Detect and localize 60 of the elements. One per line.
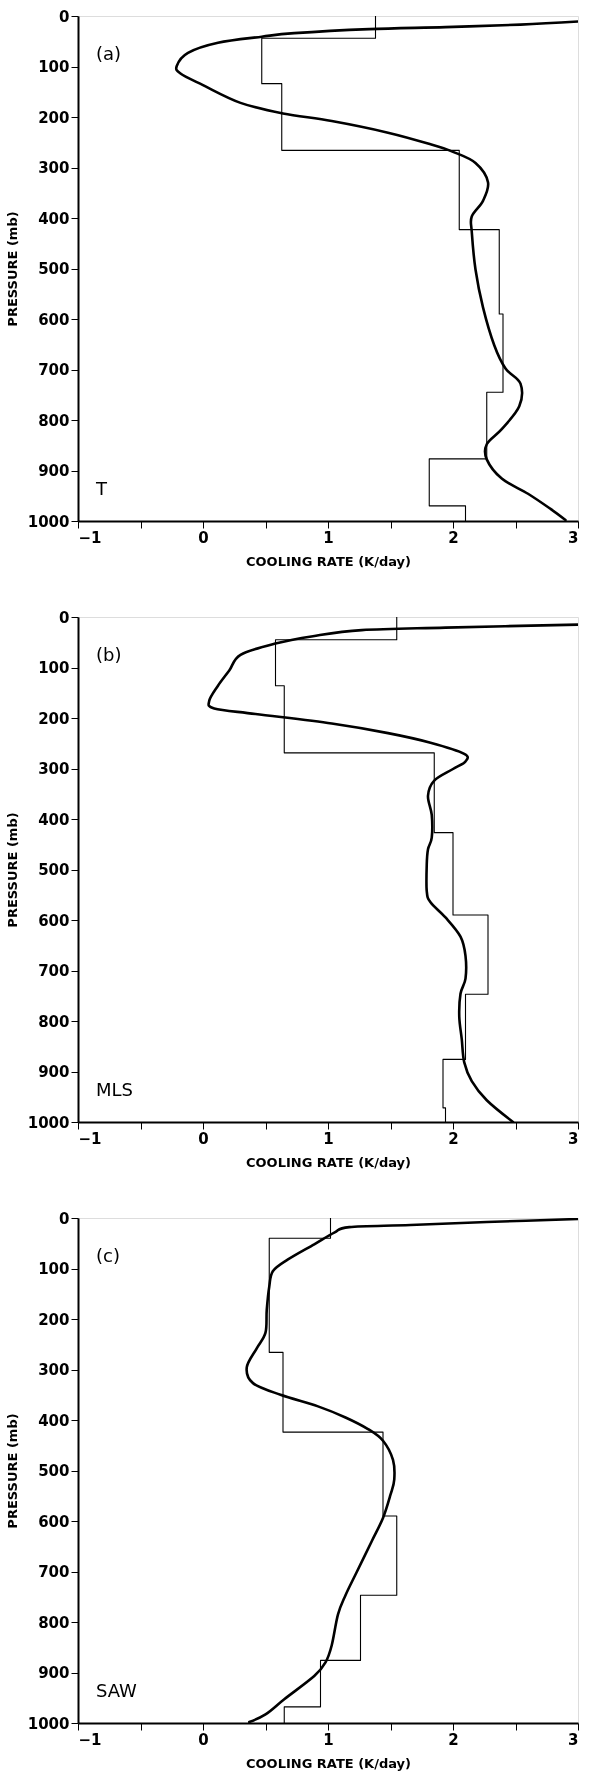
annotation: T (95, 478, 108, 499)
x-tick-label: 1 (323, 528, 334, 547)
y-tick-label: 600 (38, 911, 70, 930)
x-tick-label: 1 (323, 1730, 334, 1749)
x-tick-label: 2 (448, 1730, 459, 1749)
y-tick-label: 300 (38, 760, 70, 778)
y-tick-label: 400 (38, 1411, 70, 1430)
y-axis-title: PRESSURE (mb) (4, 211, 20, 327)
y-tick-label: 500 (38, 861, 70, 879)
x-tick-label: 3 (568, 1730, 579, 1749)
y-tick-label: 1000 (27, 1113, 70, 1132)
y-tick-label: 300 (38, 159, 70, 177)
annotation: MLS (96, 1079, 133, 1100)
y-tick-label: 500 (38, 1462, 70, 1480)
x-tick-label: 0 (198, 1129, 209, 1148)
y-tick-label: 400 (38, 810, 70, 829)
x-tick-label: 1 (323, 1129, 334, 1148)
x-tick-label: −1 (78, 1730, 102, 1749)
x-axis-title: COOLING RATE (K/day) (245, 553, 412, 569)
x-tick-label: −1 (78, 528, 102, 547)
x-axis-title: COOLING RATE (K/day) (245, 1154, 412, 1170)
y-tick-label: 800 (38, 1012, 70, 1031)
annotation: (c) (96, 1245, 120, 1266)
y-tick-label: 700 (38, 1563, 70, 1581)
y-tick-label: 400 (38, 209, 70, 228)
y-tick-label: 700 (38, 361, 70, 379)
x-tick-label: 3 (568, 1129, 579, 1148)
y-tick-label: 100 (38, 1260, 70, 1278)
y-tick-label: 900 (38, 1664, 70, 1682)
y-tick-label: 300 (38, 1361, 70, 1379)
y-axis-title: PRESSURE (mb) (4, 1413, 20, 1529)
y-tick-label: 900 (38, 462, 70, 480)
annotation: SAW (96, 1680, 138, 1701)
y-tick-label: 200 (38, 108, 70, 127)
y-tick-label: 800 (38, 1613, 70, 1632)
y-tick-label: 0 (59, 7, 70, 26)
y-tick-label: 100 (38, 659, 70, 677)
x-tick-label: −1 (78, 1129, 102, 1148)
y-tick-label: 0 (59, 1209, 70, 1228)
y-tick-label: 500 (38, 260, 70, 278)
y-tick-label: 100 (38, 58, 70, 76)
y-tick-label: 700 (38, 962, 70, 980)
x-tick-label: 3 (568, 528, 579, 547)
y-tick-label: 1000 (27, 1714, 70, 1733)
x-tick-label: 2 (448, 528, 459, 547)
y-tick-label: 200 (38, 709, 70, 728)
y-tick-label: 900 (38, 1063, 70, 1081)
x-axis-title: COOLING RATE (K/day) (245, 1755, 412, 1771)
y-axis-title: PRESSURE (mb) (4, 812, 20, 928)
annotation: (b) (96, 644, 122, 665)
x-tick-label: 2 (448, 1129, 459, 1148)
y-tick-label: 800 (38, 411, 70, 430)
y-tick-label: 0 (59, 608, 70, 627)
x-tick-label: 0 (198, 1730, 209, 1749)
y-tick-label: 600 (38, 310, 70, 329)
y-tick-label: 1000 (27, 512, 70, 531)
annotation: (a) (96, 43, 122, 64)
x-tick-label: 0 (198, 528, 209, 547)
y-tick-label: 600 (38, 1512, 70, 1531)
y-tick-label: 200 (38, 1310, 70, 1329)
